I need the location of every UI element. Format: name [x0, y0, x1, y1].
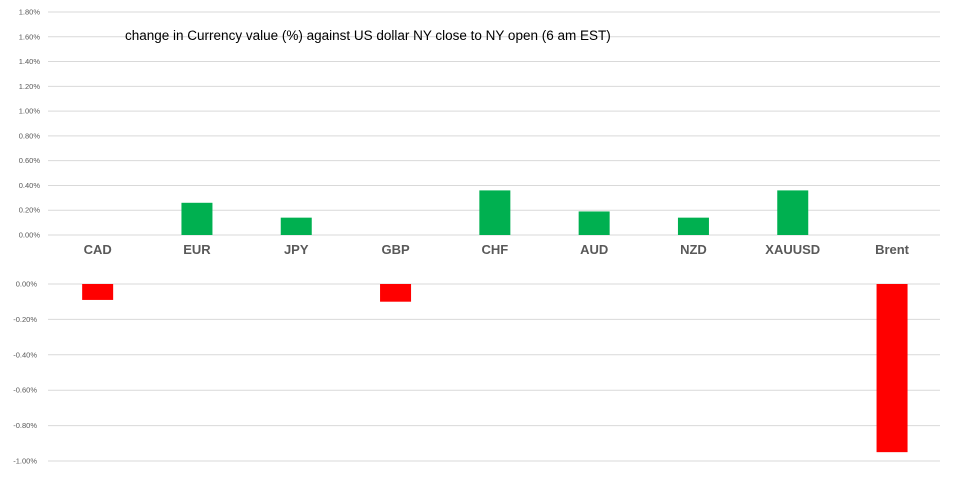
bottom-y-tick-label: -0.40% — [13, 350, 37, 359]
bar-nzd-positive — [677, 217, 709, 235]
top-y-tick-label: 1.00% — [19, 107, 41, 116]
top-y-tick-label: 1.40% — [19, 57, 41, 66]
bottom-y-tick-label: -0.20% — [13, 315, 37, 324]
bar-gbp-negative — [380, 284, 412, 302]
bottom-chart-bars — [82, 284, 908, 453]
category-label: GBP — [381, 242, 410, 257]
chart-title: change in Currency value (%) against US … — [125, 28, 611, 43]
bar-xauusd-positive — [777, 190, 809, 235]
top-y-tick-label: 1.20% — [19, 82, 41, 91]
top-y-tick-label: 1.60% — [19, 32, 41, 41]
category-label: NZD — [680, 242, 707, 257]
category-labels: CAD EUR JPY GBP CHF AUD NZD XAUUSD Brent — [84, 242, 910, 257]
bottom-y-tick-label: -1.00% — [13, 457, 37, 466]
category-label: CHF — [481, 242, 508, 257]
category-label: CAD — [84, 242, 112, 257]
bottom-y-tick-label: 0.00% — [16, 280, 38, 289]
category-label: XAUUSD — [765, 242, 820, 257]
category-label: EUR — [183, 242, 211, 257]
bar-aud-positive — [578, 211, 610, 235]
top-y-tick-label: 0.40% — [19, 181, 41, 190]
top-y-tick-label: 0.00% — [19, 231, 41, 240]
top-chart-y-axis: 1.80% 1.60% 1.40% 1.20% 1.00% 0.80% 0.60% 0.40%… — [19, 8, 41, 240]
top-y-tick-label: 0.60% — [19, 156, 41, 165]
bar-eur-positive — [181, 202, 213, 235]
bottom-chart-y-axis: 0.00% -0.20% -0.40% -0.60% -0.80% -1.00% — [13, 280, 37, 466]
top-y-tick-label: 0.80% — [19, 131, 41, 140]
bar-jpy-positive — [280, 217, 312, 235]
bar-cad-negative — [82, 284, 114, 300]
bar-brent-negative — [876, 284, 908, 453]
bar-chf-positive — [479, 190, 511, 235]
top-y-tick-label: 0.20% — [19, 206, 41, 215]
top-y-tick-label: 1.80% — [19, 8, 41, 17]
bottom-y-tick-label: -0.60% — [13, 386, 37, 395]
top-chart-bars — [181, 190, 809, 235]
bottom-y-tick-label: -0.80% — [13, 421, 37, 430]
bottom-chart-gridlines — [48, 283, 940, 462]
category-label: Brent — [875, 242, 910, 257]
category-label: AUD — [580, 242, 608, 257]
category-label: JPY — [284, 242, 309, 257]
